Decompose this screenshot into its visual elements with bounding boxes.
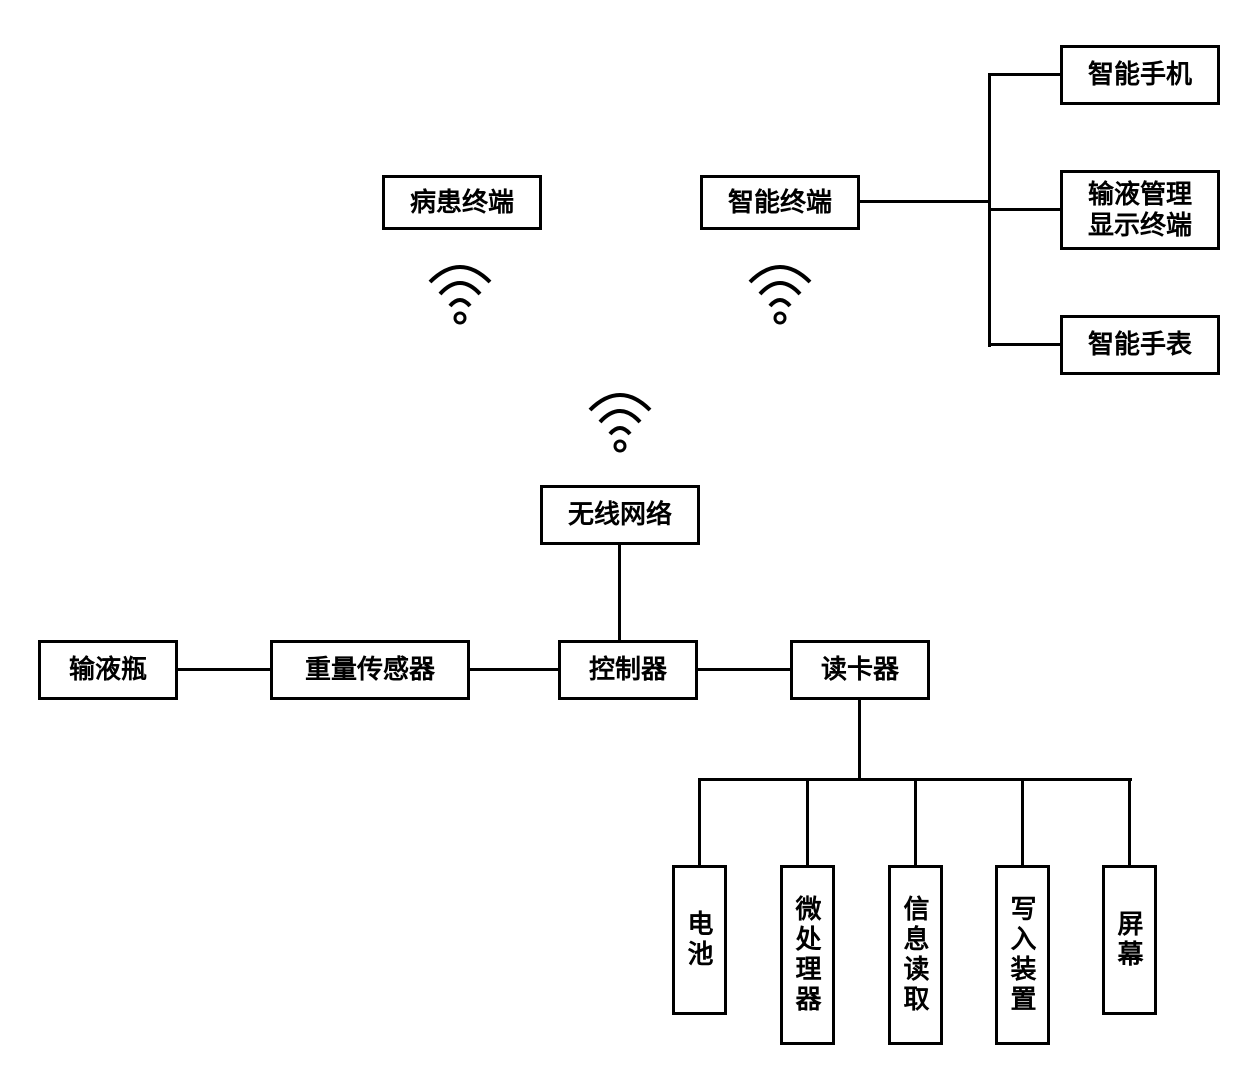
- smart-terminal-node: 智能终端: [700, 175, 860, 230]
- controller-label: 控制器: [589, 654, 667, 685]
- patient-terminal-label: 病患终端: [410, 187, 514, 218]
- edge-line: [988, 73, 1060, 76]
- wifi-icon: [420, 252, 500, 332]
- smartwatch-node: 智能手表: [1060, 315, 1220, 375]
- patient-terminal-node: 病患终端: [382, 175, 542, 230]
- edge-line: [1021, 778, 1024, 865]
- edge-line: [470, 668, 558, 671]
- infusion-bottle-label: 输液瓶: [69, 654, 147, 685]
- infusion-bottle-node: 输液瓶: [38, 640, 178, 700]
- edge-line: [618, 545, 621, 640]
- infusion-display-label: 输液管理显示终端: [1088, 179, 1192, 241]
- wifi-icon: [580, 380, 660, 460]
- smart-terminal-label: 智能终端: [728, 187, 832, 218]
- weight-sensor-label: 重量传感器: [305, 654, 435, 685]
- wireless-network-node: 无线网络: [540, 485, 700, 545]
- edge-line: [698, 668, 790, 671]
- info-read-node: 信息读取: [888, 865, 943, 1045]
- edge-line: [1128, 778, 1131, 865]
- screen-node: 屏幕: [1102, 865, 1157, 1015]
- battery-label: 电池: [681, 910, 718, 970]
- microprocessor-label: 微处理器: [789, 895, 826, 1015]
- info-read-label: 信息读取: [897, 895, 934, 1015]
- infusion-display-node: 输液管理显示终端: [1060, 170, 1220, 250]
- edge-line: [860, 200, 990, 203]
- weight-sensor-node: 重量传感器: [270, 640, 470, 700]
- edge-line: [698, 778, 701, 865]
- controller-node: 控制器: [558, 640, 698, 700]
- card-reader-label: 读卡器: [821, 654, 899, 685]
- edge-line: [858, 700, 861, 780]
- edge-line: [806, 778, 809, 865]
- screen-label: 屏幕: [1111, 910, 1148, 970]
- card-reader-node: 读卡器: [790, 640, 930, 700]
- wifi-icon: [740, 252, 820, 332]
- edge-line: [178, 668, 270, 671]
- smartwatch-label: 智能手表: [1088, 329, 1192, 360]
- write-device-node: 写入装置: [995, 865, 1050, 1045]
- wireless-network-label: 无线网络: [568, 499, 672, 530]
- write-device-label: 写入装置: [1004, 895, 1041, 1015]
- battery-node: 电池: [672, 865, 727, 1015]
- microprocessor-node: 微处理器: [780, 865, 835, 1045]
- edge-line: [988, 343, 1060, 346]
- smartphone-node: 智能手机: [1060, 45, 1220, 105]
- smartphone-label: 智能手机: [1088, 59, 1192, 90]
- edge-line: [914, 778, 917, 865]
- edge-line: [988, 208, 1060, 211]
